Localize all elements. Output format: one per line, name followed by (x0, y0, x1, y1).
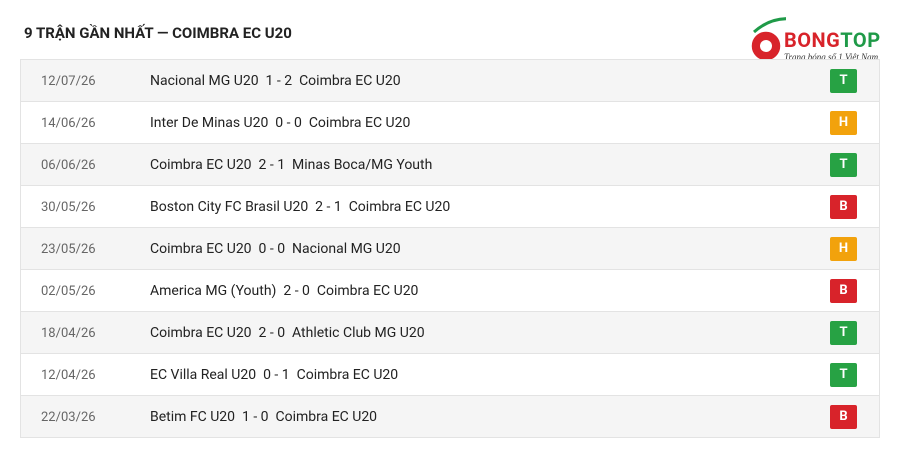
match-line: Coimbra EC U20 2 - 1 Minas Boca/MG Youth (150, 157, 432, 173)
brand-a: BONG (784, 28, 841, 52)
score: 2 - 1 (258, 157, 286, 173)
match-date: 12/04/26 (41, 368, 96, 383)
match-date: 22/03/26 (41, 410, 96, 425)
match-row: 12/04/26 EC Villa Real U20 0 - 1 Coimbra … (21, 354, 879, 396)
home-team: Coimbra EC U20 (150, 325, 252, 341)
match-line: America MG (Youth) 2 - 0 Coimbra EC U20 (150, 283, 418, 299)
away-team: Coimbra EC U20 (275, 409, 378, 425)
home-team: Coimbra EC U20 (150, 157, 252, 173)
result-badge: H (830, 237, 857, 261)
result-badge: T (830, 363, 857, 387)
away-team: Nacional MG U20 (292, 241, 401, 257)
score: 0 - 0 (275, 115, 302, 131)
score: 1 - 2 (265, 73, 293, 89)
match-line: Betim FC U20 1 - 0 Coimbra EC U20 (150, 409, 377, 425)
result-badge: T (830, 321, 857, 345)
score: 2 - 0 (258, 325, 286, 341)
result-badge: B (830, 195, 857, 219)
match-date: 02/05/26 (41, 284, 96, 299)
away-team: Coimbra EC U20 (308, 115, 411, 131)
brand: BONGTOP (784, 28, 881, 52)
away-team: Coimbra EC U20 (299, 73, 401, 89)
away-team: Coimbra EC U20 (316, 283, 419, 299)
match-row: 30/05/26 Boston City FC Brasil U20 2 - 1 … (21, 186, 879, 228)
match-line: Coimbra EC U20 0 - 0 Nacional MG U20 (150, 241, 401, 257)
match-line: Coimbra EC U20 2 - 0 Athletic Club MG U2… (150, 325, 425, 341)
match-table: 12/07/26 Nacional MG U20 1 - 2 Coimbra EC… (20, 59, 880, 438)
match-date: 06/06/26 (41, 158, 96, 173)
match-line: Boston City FC Brasil U20 2 - 1 Coimbra … (150, 199, 450, 215)
match-row: 22/03/26 Betim FC U20 1 - 0 Coimbra EC U2… (21, 396, 879, 438)
result-badge: T (830, 69, 857, 93)
score: 2 - 1 (315, 199, 342, 215)
score: 0 - 1 (263, 367, 290, 383)
match-row: 12/07/26 Nacional MG U20 1 - 2 Coimbra EC… (21, 60, 879, 102)
match-line: Nacional MG U20 1 - 2 Coimbra EC U20 (150, 73, 401, 89)
away-team: Athletic Club MG U20 (292, 325, 425, 341)
match-date: 30/05/26 (41, 200, 96, 215)
away-team: Minas Boca/MG Youth (292, 157, 433, 173)
score: 2 - 0 (283, 283, 310, 299)
match-date: 18/04/26 (41, 326, 96, 341)
home-team: Betim FC U20 (150, 409, 236, 425)
match-line: Inter De Minas U20 0 - 0 Coimbra EC U20 (150, 115, 410, 131)
home-team: EC Villa Real U20 (150, 367, 257, 383)
result-badge: B (830, 279, 857, 303)
home-team: Inter De Minas U20 (150, 115, 269, 131)
match-row: 06/06/26 Coimbra EC U20 2 - 1 Minas Boca/… (21, 144, 879, 186)
home-team: America MG (Youth) (150, 283, 277, 299)
match-row: 14/06/26 Inter De Minas U20 0 - 0 Coimbra… (21, 102, 879, 144)
logo-ball (750, 17, 786, 62)
tagline: Trang bóng số 1 Việt Nam (784, 52, 879, 62)
match-row: 02/05/26 America MG (Youth) 2 - 0 Coimbra… (21, 270, 879, 312)
result-badge: B (830, 405, 857, 429)
home-team: Boston City FC Brasil U20 (150, 199, 309, 215)
result-badge: H (830, 111, 857, 135)
home-team: Coimbra EC U20 (150, 241, 252, 257)
away-team: Coimbra EC U20 (348, 199, 451, 215)
match-row: 18/04/26 Coimbra EC U20 2 - 0 Athletic Cl… (21, 312, 879, 354)
title: 9 TRẬN GẦN NHẤT — COIMBRA EC U20 (24, 24, 292, 42)
home-team: Nacional MG U20 (150, 73, 259, 89)
match-date: 12/07/26 (41, 74, 96, 89)
result-badge: T (830, 153, 857, 177)
match-line: EC Villa Real U20 0 - 1 Coimbra EC U20 (150, 367, 398, 383)
match-row: 23/05/26 Coimbra EC U20 0 - 0 Nacional MG… (21, 228, 879, 270)
score: 1 - 0 (241, 409, 269, 425)
brand-b: TOP (840, 28, 881, 52)
score: 0 - 0 (258, 241, 286, 257)
match-date: 14/06/26 (41, 116, 96, 131)
away-team: Coimbra EC U20 (296, 367, 399, 383)
match-date: 23/05/26 (41, 242, 96, 257)
